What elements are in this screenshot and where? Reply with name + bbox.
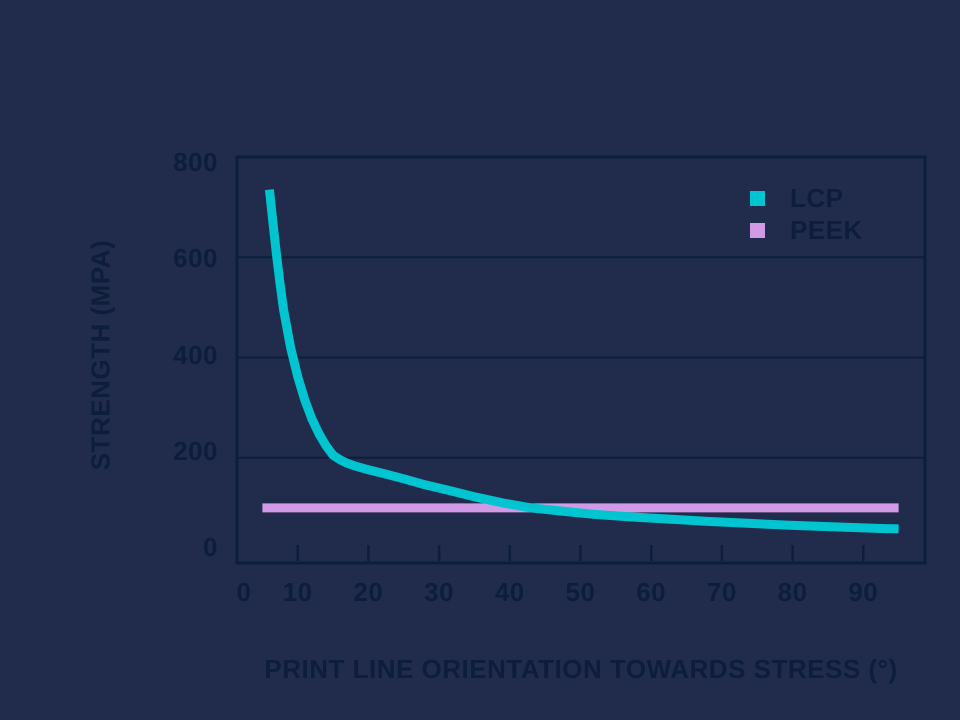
x-tick-label: 60: [636, 577, 667, 607]
x-tick-label: 90: [848, 577, 879, 607]
y-tick-label: 600: [173, 243, 218, 274]
x-axis-title: PRINT LINE ORIENTATION TOWARDS STRESS (°…: [264, 654, 898, 684]
series-line-lcp: [264, 189, 899, 534]
x-tick-label: 70: [706, 577, 737, 607]
y-tick-label: 800: [173, 147, 218, 177]
plot-frame: [235, 155, 927, 565]
x-tick-label: 80: [777, 577, 808, 607]
x-tick-label: 40: [494, 577, 525, 607]
x-tick-label: 0: [236, 577, 252, 607]
x-tick-label: 50: [565, 577, 596, 607]
legend-item-peek: PEEK: [750, 214, 863, 246]
peek-swatch-icon: [750, 222, 765, 238]
legend-label-lcp: LCP: [790, 183, 844, 213]
legend-label-peek: PEEK: [790, 215, 863, 245]
legend: LCP PEEK: [750, 182, 863, 246]
lcp-swatch-icon: [750, 190, 765, 206]
x-tick-label: 20: [353, 577, 384, 607]
x-tick-label: 30: [424, 577, 455, 607]
x-tick-label: 10: [282, 577, 313, 607]
y-tick-label: 0: [203, 532, 218, 562]
y-tick-label: 400: [173, 339, 218, 370]
legend-item-lcp: LCP: [750, 182, 863, 214]
y-tick-label: 200: [173, 435, 218, 466]
